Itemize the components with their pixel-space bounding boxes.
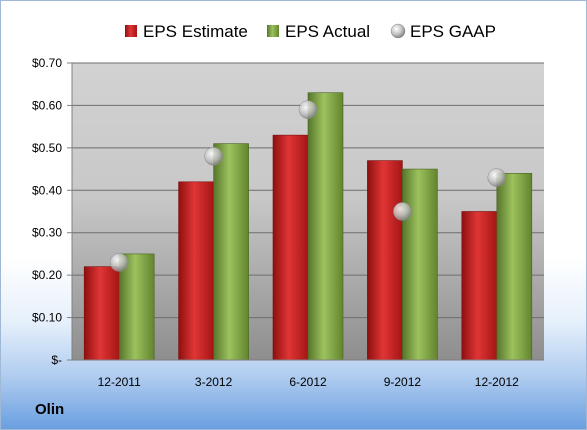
x-tick-label: 3-2012 — [195, 375, 233, 389]
marker-eps-gaap — [204, 147, 223, 166]
marker-eps-gaap — [298, 100, 318, 119]
bar-eps-actual — [213, 143, 249, 361]
marker-eps-gaap — [393, 202, 412, 221]
x-tick-label: 12-2012 — [475, 375, 519, 389]
bar-eps-actual — [118, 253, 155, 361]
legend-label: EPS Estimate — [143, 22, 248, 41]
marker-eps-gaap — [487, 168, 507, 187]
y-tick-label: $0.60 — [32, 98, 62, 112]
y-tick-label: $0.70 — [32, 56, 62, 70]
legend-swatch — [125, 25, 137, 37]
x-tick-label: 12-2011 — [98, 375, 141, 389]
x-tick-label: 6-2012 — [289, 375, 327, 389]
bar-eps-estimate — [367, 160, 403, 361]
marker-eps-gaap — [109, 253, 129, 272]
bar-eps-estimate — [178, 181, 214, 361]
legend-swatch — [390, 23, 406, 39]
x-tick-label: 9-2012 — [384, 375, 422, 389]
legend-label: EPS Actual — [285, 22, 370, 41]
y-tick-label: $0.50 — [32, 141, 62, 155]
bar-eps-actual — [402, 168, 438, 361]
bar-eps-estimate — [83, 266, 120, 361]
y-tick-label: $0.10 — [32, 311, 62, 325]
legend-swatch — [267, 25, 279, 37]
y-tick-label: $0.30 — [32, 226, 62, 240]
company-label: Olin — [35, 401, 65, 418]
bar-eps-estimate — [272, 134, 309, 361]
y-tick-label: $- — [51, 353, 62, 367]
legend-label: EPS GAAP — [410, 22, 496, 41]
y-tick-label: $0.20 — [32, 268, 62, 282]
bar-eps-actual — [496, 173, 533, 361]
bar-eps-actual — [307, 92, 344, 361]
y-tick-label: $0.40 — [32, 183, 62, 197]
bar-eps-estimate — [461, 211, 498, 361]
